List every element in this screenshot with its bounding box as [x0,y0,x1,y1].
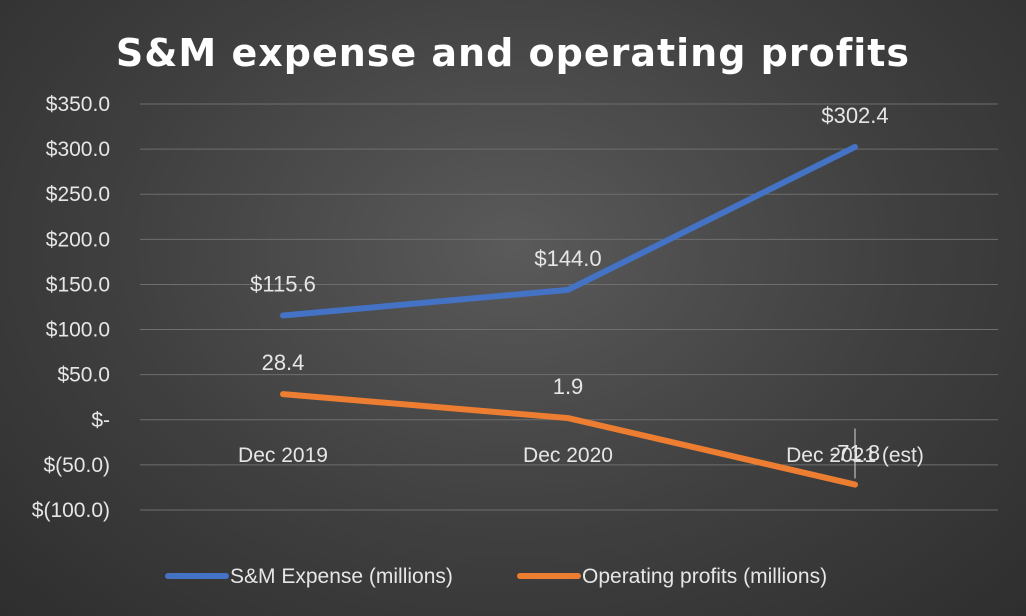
y-tick-label: $200.0 [46,228,110,251]
data-labels: $115.6$144.0$302.428.41.9-71.8 [250,103,889,479]
y-tick-label: $250.0 [46,183,110,206]
legend: S&M Expense (millions) Operating profits … [165,565,827,588]
legend-label: S&M Expense (millions) [230,565,453,588]
y-axis-tick-labels: $350.0 $300.0 $250.0 $200.0 $150.0 $100.0 $50.… [32,93,110,522]
data-label: $115.6 [250,271,316,296]
data-label: $302.4 [821,103,888,128]
series-line-operating-profits [280,391,858,488]
series-line-sm-expense [280,143,858,319]
data-label: 1.9 [553,374,584,399]
series-lines [280,143,858,488]
y-tick-label: $350.0 [46,93,110,116]
y-tick-label: $(100.0) [32,499,110,522]
data-label: 28.4 [262,350,305,375]
x-category-label: Dec 2019 [238,444,328,467]
y-tick-label: $50.0 [57,364,110,387]
y-tick-label: $(50.0) [43,454,110,477]
y-tick-label: $300.0 [46,138,110,161]
y-tick-label: $100.0 [46,319,110,342]
y-tick-label: $- [91,409,110,432]
chart-title: S&M expense and operating profits [116,31,910,75]
legend-label: Operating profits (millions) [582,565,827,588]
gridlines [140,103,998,511]
y-tick-label: $150.0 [46,273,110,296]
x-category-label: Dec 2020 [523,444,613,467]
data-label: $144.0 [534,246,601,271]
x-axis-category-labels: Dec 2019 Dec 2020 Dec 2021 (est) [238,444,924,467]
